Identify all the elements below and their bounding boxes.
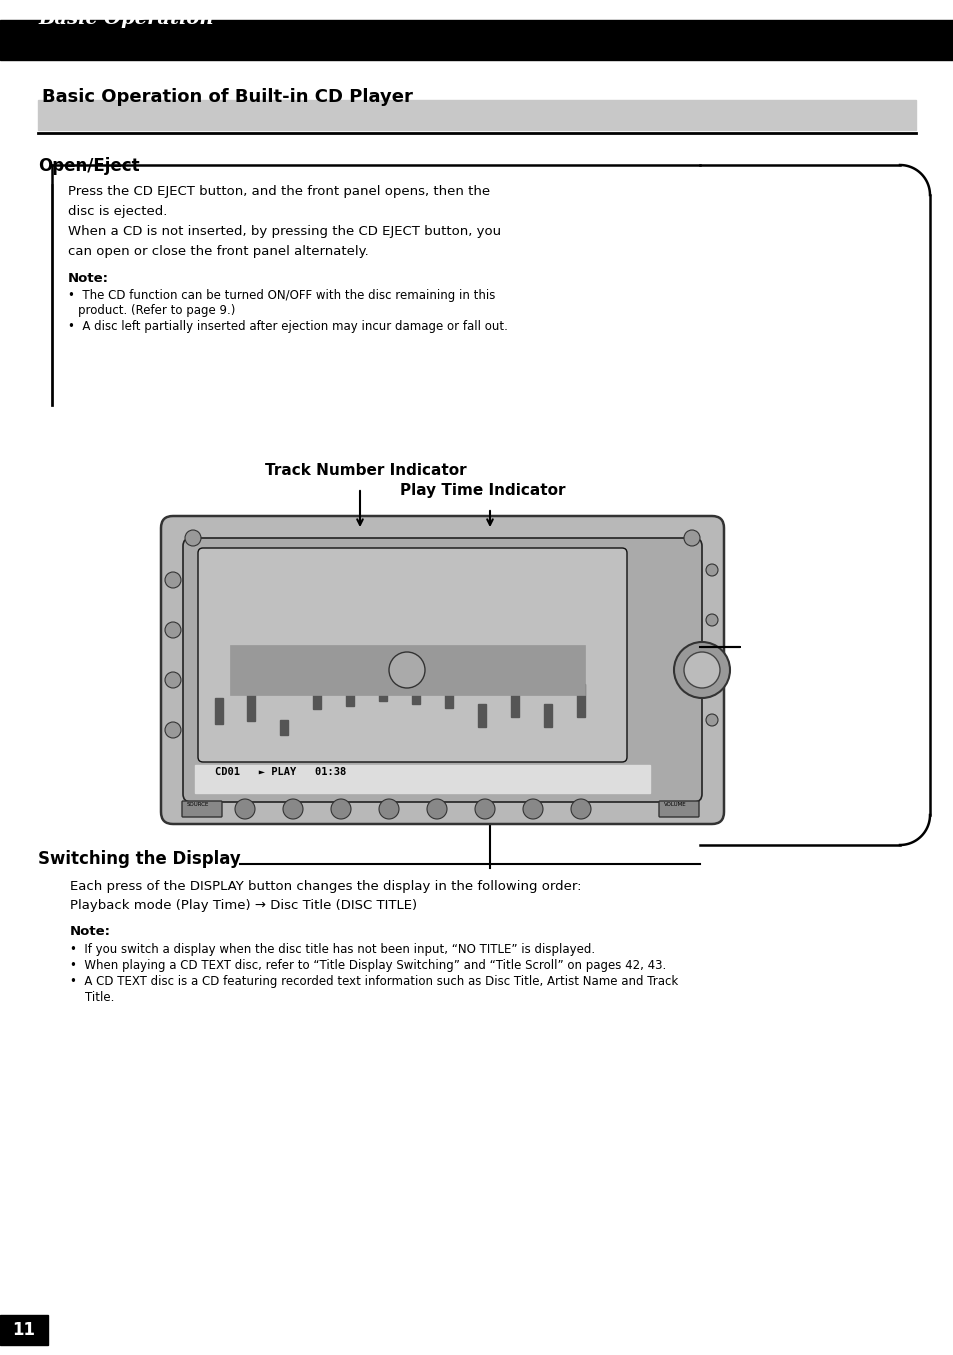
Text: Basic Operation of Built-in CD Player: Basic Operation of Built-in CD Player xyxy=(42,88,413,106)
Bar xyxy=(444,701,453,725)
Text: •  A disc left partially inserted after ejection may incur damage or fall out.: • A disc left partially inserted after e… xyxy=(68,320,507,333)
Circle shape xyxy=(234,799,254,818)
Circle shape xyxy=(165,572,181,588)
Circle shape xyxy=(165,622,181,638)
Circle shape xyxy=(283,799,303,818)
Text: CD01   ► PLAY   01:38: CD01 ► PLAY 01:38 xyxy=(214,767,346,776)
Bar xyxy=(543,642,552,696)
FancyBboxPatch shape xyxy=(659,801,699,817)
Circle shape xyxy=(522,799,542,818)
Bar xyxy=(247,714,254,732)
Text: Track Number Indicator: Track Number Indicator xyxy=(265,463,466,478)
Circle shape xyxy=(571,799,590,818)
Text: disc is ejected.: disc is ejected. xyxy=(68,205,167,218)
Text: Title.: Title. xyxy=(85,991,114,1004)
Circle shape xyxy=(331,799,351,818)
Bar xyxy=(378,692,387,721)
FancyBboxPatch shape xyxy=(182,801,222,817)
Text: Basic Operation: Basic Operation xyxy=(38,9,213,28)
FancyBboxPatch shape xyxy=(161,516,723,824)
Text: Note:: Note: xyxy=(70,925,111,938)
Bar xyxy=(577,714,584,732)
Bar xyxy=(511,718,518,734)
Text: VOLUME: VOLUME xyxy=(663,802,686,808)
Circle shape xyxy=(705,664,718,676)
Bar xyxy=(0,20,953,60)
Text: product. (Refer to page 9.): product. (Refer to page 9.) xyxy=(78,304,235,317)
Text: •  When playing a CD TEXT disc, refer to “Title Display Switching” and “Title Sc: • When playing a CD TEXT disc, refer to … xyxy=(70,959,665,972)
Circle shape xyxy=(705,714,718,726)
FancyBboxPatch shape xyxy=(183,538,701,802)
Bar xyxy=(0,1314,48,1346)
Circle shape xyxy=(683,530,700,546)
Text: Open/Eject: Open/Eject xyxy=(38,157,139,175)
Text: Switching the Display: Switching the Display xyxy=(38,850,240,869)
Bar xyxy=(313,650,320,701)
Circle shape xyxy=(683,652,720,688)
Text: Each press of the DISPLAY button changes the display in the following order:: Each press of the DISPLAY button changes… xyxy=(70,879,581,893)
Circle shape xyxy=(705,614,718,626)
Text: •  The CD function can be turned ON/OFF with the disc remaining in this: • The CD function can be turned ON/OFF w… xyxy=(68,289,495,302)
Bar xyxy=(477,682,485,715)
Circle shape xyxy=(673,642,729,698)
Circle shape xyxy=(185,530,201,546)
Text: 11: 11 xyxy=(12,1321,35,1339)
Text: Playback mode (Play Time) → Disc Title (DISC TITLE): Playback mode (Play Time) → Disc Title (… xyxy=(70,898,416,912)
Text: Press the CD EJECT button, and the front panel opens, then the: Press the CD EJECT button, and the front… xyxy=(68,186,490,198)
Bar xyxy=(280,650,288,701)
Circle shape xyxy=(389,652,424,688)
Circle shape xyxy=(378,799,398,818)
Circle shape xyxy=(165,722,181,738)
Text: •  A CD TEXT disc is a CD featuring recorded text information such as Disc Title: • A CD TEXT disc is a CD featuring recor… xyxy=(70,976,678,988)
Bar xyxy=(412,711,419,730)
Bar xyxy=(346,682,354,715)
Bar xyxy=(38,100,915,130)
Circle shape xyxy=(427,799,447,818)
Text: Note:: Note: xyxy=(68,272,109,285)
Bar xyxy=(214,664,223,707)
Text: •  If you switch a display when the disc title has not been input, “NO TITLE” is: • If you switch a display when the disc … xyxy=(70,943,595,957)
Circle shape xyxy=(475,799,495,818)
Circle shape xyxy=(705,564,718,576)
Text: Play Time Indicator: Play Time Indicator xyxy=(399,482,565,499)
Circle shape xyxy=(165,672,181,688)
Bar xyxy=(194,766,649,793)
Text: can open or close the front panel alternately.: can open or close the front panel altern… xyxy=(68,245,369,257)
Bar xyxy=(230,645,584,695)
Text: When a CD is not inserted, by pressing the CD EJECT button, you: When a CD is not inserted, by pressing t… xyxy=(68,225,500,238)
Text: SOURCE: SOURCE xyxy=(187,802,209,808)
FancyBboxPatch shape xyxy=(198,547,626,762)
